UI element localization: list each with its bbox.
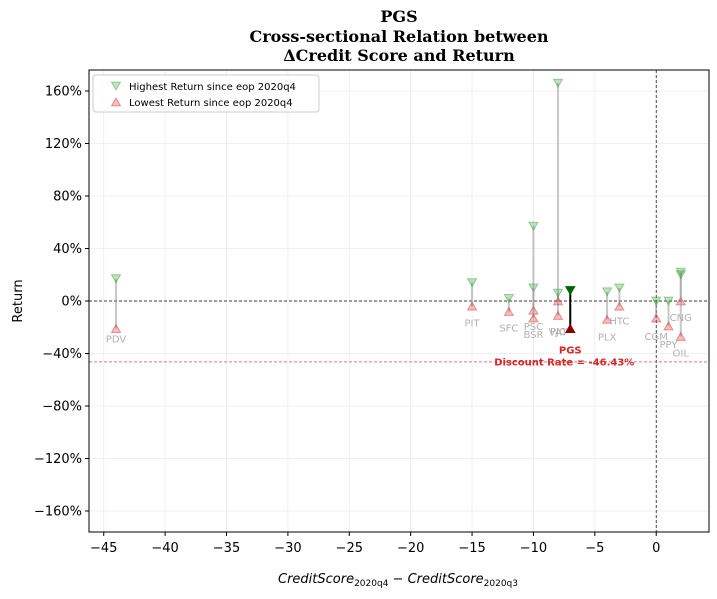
highest-return-marker xyxy=(675,267,687,278)
lowest-return-marker xyxy=(601,314,613,324)
y-tick-label: −120% xyxy=(34,452,82,467)
highest-return-marker xyxy=(650,296,662,306)
y-tick-label: 0% xyxy=(61,295,82,310)
highest-return-marker xyxy=(552,78,564,89)
highest-return-marker xyxy=(601,287,613,297)
x-tick-label: −45 xyxy=(90,541,117,556)
lowest-return-marker xyxy=(110,323,122,333)
x-tick-label: −20 xyxy=(397,541,424,556)
legend-highest-marker xyxy=(110,81,122,91)
point-label: CNG xyxy=(670,313,692,324)
y-tick-label: −40% xyxy=(42,347,82,362)
point-label: PJC xyxy=(550,327,566,338)
highest-return-marker xyxy=(675,270,687,280)
point-label: HTC xyxy=(609,316,629,327)
legend-box xyxy=(92,74,320,113)
lowest-return-marker xyxy=(650,313,662,323)
grid xyxy=(89,70,709,532)
point-label: PIT xyxy=(465,318,481,329)
chart-title-line-2: Cross-sectional Relation between xyxy=(250,27,549,46)
legend-lowest-label: Lowest Return since eop 2020q4 xyxy=(129,98,293,109)
x-tick-label: −40 xyxy=(151,541,178,556)
y-tick-label: 80% xyxy=(53,190,82,205)
chart-title-line-1: PGS xyxy=(380,7,417,26)
chart-title-line-3: ΔCredit Score and Return xyxy=(283,46,515,65)
point-label: PLX xyxy=(598,332,617,343)
x-tick-label: −35 xyxy=(213,541,240,556)
x-tick-label: −10 xyxy=(520,541,547,556)
discount-rate-label: Discount Rate = -46.43% xyxy=(494,358,634,369)
x-axis-label: CreditScore2020q4 − CreditScore2020q3 xyxy=(278,572,518,589)
point-label: PSC xyxy=(524,322,543,333)
x-tick-label: 0 xyxy=(652,541,660,556)
highest-return-marker xyxy=(552,288,564,299)
legend-lowest-marker xyxy=(110,97,122,107)
highest-return-marker xyxy=(663,296,674,306)
highest-return-marker xyxy=(503,293,515,304)
point-label: VAT xyxy=(549,327,568,338)
point-label: CGM xyxy=(645,332,668,343)
x-tick-label: −30 xyxy=(274,541,301,556)
lowest-return-marker xyxy=(614,301,625,311)
point-label: PPY xyxy=(660,340,679,351)
highlight-lowest-return-marker xyxy=(564,323,576,333)
y-tick-label: 120% xyxy=(45,137,82,152)
x-axis-label-subscript: 2020q3 xyxy=(484,579,518,589)
x-axis-label-subscript: 2020q4 xyxy=(354,579,389,589)
legend-highest-label: Highest Return since eop 2020q4 xyxy=(129,82,296,93)
lowest-return-marker xyxy=(528,313,539,323)
x-tick-label: −25 xyxy=(336,541,363,556)
lowest-return-marker xyxy=(503,306,515,316)
y-axis-ticks: −160% −120% −80% −40% 0% 40% 80% 120% 160% xyxy=(34,85,89,520)
point-label: OIL xyxy=(673,348,690,359)
x-axis-label-part: CreditScore xyxy=(278,572,354,587)
x-tick-label: −5 xyxy=(585,541,604,556)
lowest-return-marker xyxy=(552,310,564,320)
y-tick-label: −160% xyxy=(34,505,82,520)
highest-return-marker xyxy=(528,221,539,232)
lowest-return-marker xyxy=(663,321,674,331)
legend: Highest Return since eop 2020q4 Lowest Re… xyxy=(92,74,320,113)
point-label: SFC xyxy=(499,324,518,335)
lowest-return-marker xyxy=(466,301,478,311)
y-tick-label: 40% xyxy=(53,242,82,257)
highest-return-marker xyxy=(110,274,122,284)
lowest-return-marker xyxy=(675,331,687,341)
lowest-return-marker xyxy=(552,296,564,306)
highest-return-marker xyxy=(466,278,478,288)
highest-return-marker xyxy=(614,283,625,293)
y-tick-label: −80% xyxy=(42,400,82,415)
highlight-highest-return-marker xyxy=(564,286,576,296)
x-tick-label: −15 xyxy=(458,541,485,556)
y-axis-label: Return xyxy=(11,279,26,322)
point-label: PDV xyxy=(106,335,127,346)
reference-lines xyxy=(89,70,709,532)
y-tick-label: 160% xyxy=(45,85,82,100)
data-marks xyxy=(110,78,687,341)
x-axis-label-text: CreditScore2020q4 − CreditScore2020q3 xyxy=(278,572,518,589)
point-label: BSR xyxy=(523,330,543,341)
x-axis-label-part: − CreditScore xyxy=(388,572,483,587)
x-axis-ticks: −45 −40 −35 −30 −25 −20 −15 −10 −5 0 xyxy=(90,532,660,556)
highlight-label: PGS xyxy=(559,346,582,357)
